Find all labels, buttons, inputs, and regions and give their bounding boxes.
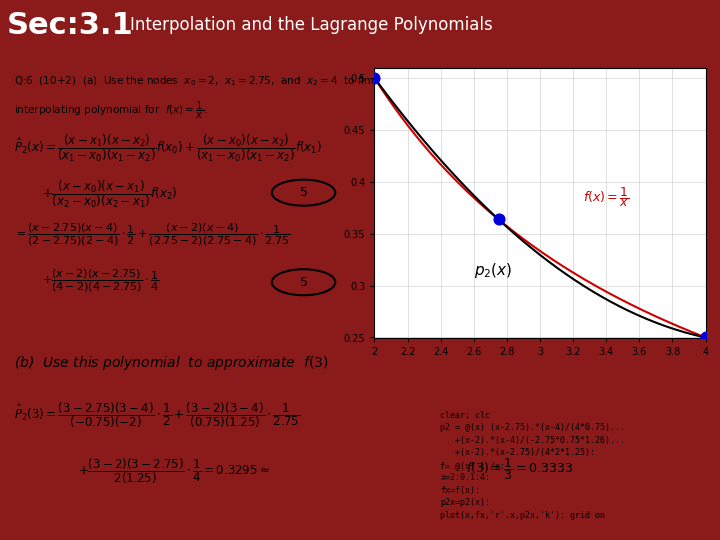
Text: $f(x) = \dfrac{1}{x}$: $f(x) = \dfrac{1}{x}$	[583, 185, 630, 209]
Text: $\hat{P}_2(x) = \dfrac{(x-x_1)(x-x_2)}{(x_1-x_0)(x_1-x_2)}f(x_0) + \dfrac{(x-x_0: $\hat{P}_2(x) = \dfrac{(x-x_1)(x-x_2)}{(…	[14, 132, 323, 164]
Text: Interpolation and the Lagrange Polynomials: Interpolation and the Lagrange Polynomia…	[130, 16, 492, 34]
Text: 5: 5	[300, 186, 307, 199]
Text: $+ \dfrac{(x-2)(x-2.75)}{(4-2)(4-2.75)}\cdot\dfrac{1}{4}$: $+ \dfrac{(x-2)(x-2.75)}{(4-2)(4-2.75)}\…	[42, 268, 160, 294]
Text: Exam1
Term 171: Exam1 Term 171	[562, 75, 662, 125]
Text: 5: 5	[300, 276, 307, 289]
Text: $p_2(x)$: $p_2(x)$	[474, 260, 513, 280]
Text: clear; clc
p2 = @(x) (x-2.75).*(x-4)/(4*0.75)...
   +(x-2).*(x-4)/(-2.75*0.75*1.: clear; clc p2 = @(x) (x-2.75).*(x-4)/(4*…	[440, 411, 625, 520]
Text: $\hat{P}_2(3) = \dfrac{(3-2.75)(3-4)}{(-0.75)(-2)}\cdot\dfrac{1}{2} + \dfrac{(3-: $\hat{P}_2(3) = \dfrac{(3-2.75)(3-4)}{(-…	[14, 401, 300, 430]
Point	[700, 333, 711, 342]
Text: (b)  Use this polynomial  to approximate  $f(3)$: (b) Use this polynomial to approximate $…	[14, 354, 329, 372]
Text: Sec:3.1: Sec:3.1	[7, 11, 134, 39]
Text: $+ \dfrac{(3-2)(3-2.75)}{2(1.25)}\cdot\dfrac{1}{4}  =  0.3295\approx$: $+ \dfrac{(3-2)(3-2.75)}{2(1.25)}\cdot\d…	[78, 456, 269, 486]
Point	[369, 73, 380, 82]
Text: Q:6  (10+2)  (a)  Use the nodes  $x_0 = 2$,  $x_1 = 2.75$,  and  $x_2 = 4$  to f: Q:6 (10+2) (a) Use the nodes $x_0 = 2$, …	[14, 74, 492, 88]
Point	[492, 215, 504, 224]
Text: $+ \dfrac{(x-x_0)(x-x_1)}{(x_2-x_0)(x_2-x_1)}f(x_2)$: $+ \dfrac{(x-x_0)(x-x_1)}{(x_2-x_0)(x_2-…	[42, 178, 178, 210]
Text: $= \dfrac{(x-2.75)(x-4)}{(2-2.75)(2-4)}\cdot\dfrac{1}{2} + \dfrac{(x-2)(x-4)}{(2: $= \dfrac{(x-2.75)(x-4)}{(2-2.75)(2-4)}\…	[14, 221, 291, 248]
Text: interpolating polynomial for  $f(x) = \dfrac{1}{x}$.: interpolating polynomial for $f(x) = \df…	[14, 100, 208, 122]
Text: $f(3) = \dfrac{1}{3} = 0.3333$: $f(3) = \dfrac{1}{3} = 0.3333$	[466, 456, 573, 482]
